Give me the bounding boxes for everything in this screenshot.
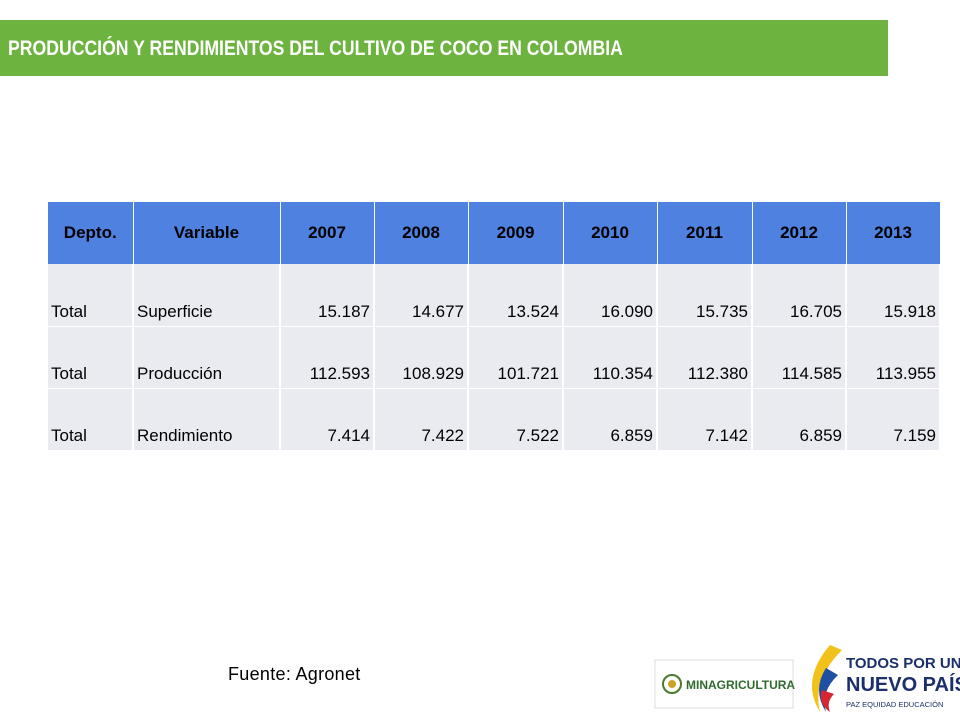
column-header: 2007 bbox=[280, 202, 375, 264]
cell-value: 7.414 bbox=[280, 388, 375, 451]
cell-value: 113.955 bbox=[846, 326, 941, 389]
column-header: 2009 bbox=[468, 202, 564, 264]
cell-value: 16.090 bbox=[563, 264, 658, 327]
column-header: Depto. bbox=[48, 202, 134, 264]
cell-value: 7.142 bbox=[657, 388, 753, 451]
cell-value: 110.354 bbox=[563, 326, 658, 389]
cell-value: 7.422 bbox=[374, 388, 469, 451]
swoosh-yellow bbox=[812, 645, 842, 712]
row-label: Total bbox=[48, 264, 134, 327]
swoosh-red bbox=[821, 690, 834, 712]
column-header: 2010 bbox=[563, 202, 658, 264]
cell-value: 112.380 bbox=[657, 326, 753, 389]
table-row: Total Superficie 15.187 14.677 13.524 16.090 1… bbox=[48, 264, 941, 327]
title-banner: PRODUCCIÓN Y RENDIMIENTOS DEL CULTIVO DE… bbox=[0, 20, 888, 76]
cell-value: 14.677 bbox=[374, 264, 469, 327]
cell-value: 112.593 bbox=[280, 326, 375, 389]
cell-value: 108.929 bbox=[374, 326, 469, 389]
cell-value: 7.159 bbox=[846, 388, 941, 451]
cell-value: 6.859 bbox=[752, 388, 847, 451]
cell-value: 114.585 bbox=[752, 326, 847, 389]
row-label: Superficie bbox=[133, 264, 281, 327]
row-label: Producción bbox=[133, 326, 281, 389]
column-header: 2013 bbox=[846, 202, 941, 264]
row-label: Rendimiento bbox=[133, 388, 281, 451]
table-body: Total Superficie 15.187 14.677 13.524 16.090 1… bbox=[48, 264, 941, 451]
ministry-name: MINAGRICULTURA bbox=[686, 678, 795, 692]
cell-value: 15.918 bbox=[846, 264, 941, 327]
emblem-core bbox=[668, 680, 676, 688]
table-row: Total Rendimiento 7.414 7.422 7.522 6.859 7.14… bbox=[48, 388, 941, 451]
slide-title: PRODUCCIÓN Y RENDIMIENTOS DEL CULTIVO DE… bbox=[8, 37, 623, 60]
column-header: 2008 bbox=[374, 202, 469, 264]
table-row: Total Producción 112.593 108.929 101.721 110.… bbox=[48, 326, 941, 389]
column-header: 2011 bbox=[657, 202, 753, 264]
slogan-line2: NUEVO PAÍS bbox=[846, 673, 960, 696]
slogan-line3: PAZ EQUIDAD EDUCACIÓN bbox=[846, 700, 943, 709]
row-label: Total bbox=[48, 388, 134, 451]
cell-value: 13.524 bbox=[468, 264, 564, 327]
cell-value: 15.735 bbox=[657, 264, 753, 327]
cell-value: 7.522 bbox=[468, 388, 564, 451]
source-note: Fuente: Agronet bbox=[228, 664, 361, 684]
header-row: Depto. Variable 2007 2008 2009 2010 2011 2012 20… bbox=[48, 202, 941, 264]
cell-value: 101.721 bbox=[468, 326, 564, 389]
data-table: Depto. Variable 2007 2008 2009 2010 2011 2012 20… bbox=[48, 202, 941, 451]
column-header: Variable bbox=[133, 202, 281, 264]
row-label: Total bbox=[48, 326, 134, 389]
cell-value: 15.187 bbox=[280, 264, 375, 327]
cell-value: 6.859 bbox=[563, 388, 658, 451]
slogan-line1: TODOS POR UN bbox=[846, 655, 960, 672]
column-header: 2012 bbox=[752, 202, 847, 264]
cell-value: 16.705 bbox=[752, 264, 847, 327]
